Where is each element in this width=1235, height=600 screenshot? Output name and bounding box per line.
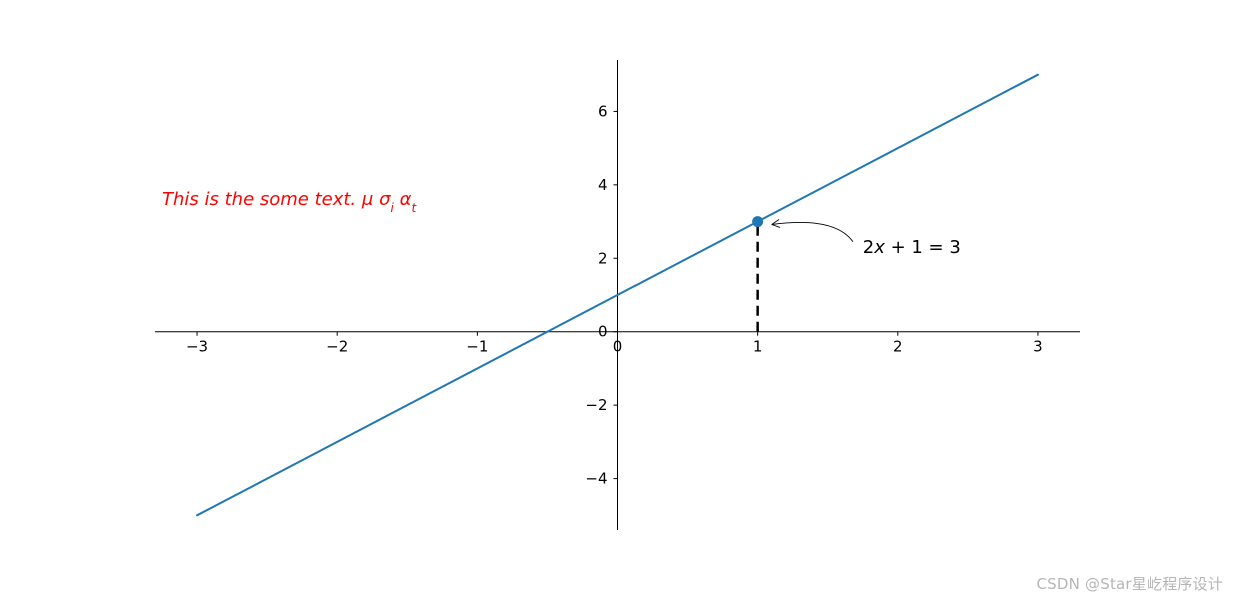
watermark-text: CSDN @Star星屹程序设计	[1037, 573, 1224, 594]
x-tick-label: 0	[613, 338, 623, 356]
x-tick-label: 3	[1033, 338, 1043, 356]
y-tick-label: 2	[598, 249, 608, 267]
x-tick-label: 1	[753, 338, 763, 356]
x-tick-label: −1	[466, 338, 488, 356]
y-tick-label: 0	[598, 323, 608, 341]
x-tick-label: −2	[326, 338, 348, 356]
y-tick-label: −2	[585, 396, 607, 414]
chart-container: −3−2−10123−4−202462x + 1 = 3This is the …	[0, 0, 1235, 600]
chart-svg: −3−2−10123−4−202462x + 1 = 3This is the …	[0, 0, 1235, 600]
x-tick-label: −3	[186, 338, 208, 356]
annotation-text: 2x + 1 = 3	[863, 237, 961, 258]
x-tick-label: 2	[893, 338, 903, 356]
y-tick-label: −4	[585, 470, 607, 488]
y-tick-label: 4	[598, 176, 608, 194]
y-tick-label: 6	[598, 102, 608, 120]
marker-point	[752, 216, 763, 227]
